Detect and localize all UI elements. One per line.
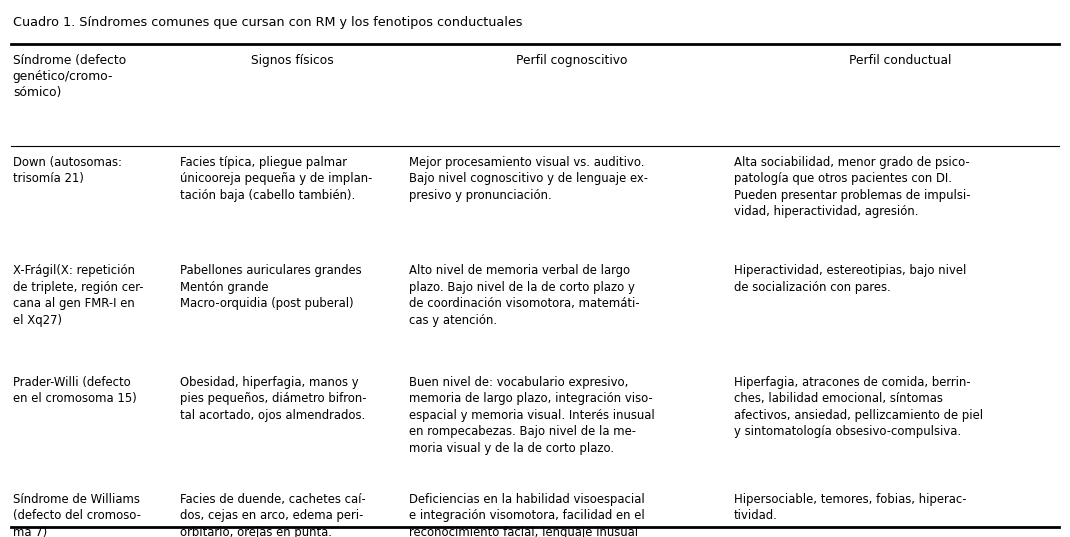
Text: Prader-Willi (defecto
en el cromosoma 15): Prader-Willi (defecto en el cromosoma 15… — [13, 376, 137, 405]
Text: Pabellones auriculares grandes
Mentón grande
Macro-orquidia (post puberal): Pabellones auriculares grandes Mentón gr… — [180, 264, 362, 310]
Text: Síndrome (defecto
genético/cromo-
sómico): Síndrome (defecto genético/cromo- sómico… — [13, 54, 126, 99]
Text: Hiperfagia, atracones de comida, berrin-
ches, labilidad emocional, síntomas
afe: Hiperfagia, atracones de comida, berrin-… — [734, 376, 983, 438]
Text: Deficiencias en la habilidad visoespacial
e integración visomotora, facilidad en: Deficiencias en la habilidad visoespacia… — [409, 493, 644, 537]
Text: Hiperactividad, estereotipias, bajo nivel
de socialización con pares.: Hiperactividad, estereotipias, bajo nive… — [734, 264, 966, 294]
Text: Buen nivel de: vocabulario expresivo,
memoria de largo plazo, integración viso-
: Buen nivel de: vocabulario expresivo, me… — [409, 376, 655, 455]
Text: Alto nivel de memoria verbal de largo
plazo. Bajo nivel de la de corto plazo y
d: Alto nivel de memoria verbal de largo pl… — [409, 264, 640, 326]
Text: Mejor procesamiento visual vs. auditivo.
Bajo nivel cognoscitivo y de lenguaje e: Mejor procesamiento visual vs. auditivo.… — [409, 156, 647, 202]
Text: Facies típica, pliegue palmar
únicooreja pequeña y de implan-
tación baja (cabel: Facies típica, pliegue palmar únicooreja… — [180, 156, 372, 202]
Text: Cuadro 1. Síndromes comunes que cursan con RM y los fenotipos conductuales: Cuadro 1. Síndromes comunes que cursan c… — [13, 16, 522, 29]
Text: X-Frágil(X: repetición
de triplete, región cer-
cana al gen FMR-I en
el Xq27): X-Frágil(X: repetición de triplete, regi… — [13, 264, 143, 326]
Text: Alta sociabilidad, menor grado de psico-
patología que otros pacientes con DI.
P: Alta sociabilidad, menor grado de psico-… — [734, 156, 970, 218]
Text: Síndrome de Williams
(defecto del cromoso-
ma 7): Síndrome de Williams (defecto del cromos… — [13, 493, 141, 537]
Text: Obesidad, hiperfagia, manos y
pies pequeños, diámetro bifron-
tal acortado, ojos: Obesidad, hiperfagia, manos y pies peque… — [180, 376, 366, 422]
Text: Down (autosomas:
trisomía 21): Down (autosomas: trisomía 21) — [13, 156, 122, 185]
Text: Facies de duende, cachetes caí-
dos, cejas en arco, edema peri-
orbitario, oreja: Facies de duende, cachetes caí- dos, cej… — [180, 493, 366, 537]
Text: Perfil conductual: Perfil conductual — [849, 54, 951, 67]
Text: Perfil cognoscitivo: Perfil cognoscitivo — [516, 54, 627, 67]
Text: Hipersociable, temores, fobias, hiperac-
tividad.: Hipersociable, temores, fobias, hiperac-… — [734, 493, 966, 523]
Text: Signos físicos: Signos físicos — [250, 54, 334, 67]
